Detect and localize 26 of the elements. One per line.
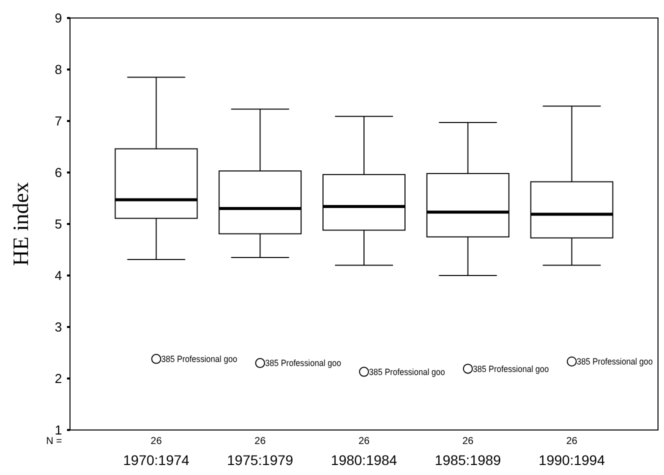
x-tick-label: 1980:1984 — [330, 452, 398, 468]
y-tick-label: 4 — [54, 268, 62, 284]
y-axis-title: HE index — [8, 182, 33, 266]
text: 26 — [566, 436, 578, 447]
text: 26 — [358, 436, 370, 447]
annotation: 385 Professional goo — [576, 356, 662, 367]
y-tick-label: 7 — [54, 114, 62, 129]
y-tick-label: 9 — [54, 10, 62, 26]
y-tick-label: 5 — [54, 216, 62, 232]
y-tick-label: 3 — [54, 320, 62, 335]
x-tick-label: 1990:1994 — [538, 452, 606, 468]
text: 26 — [462, 436, 474, 447]
y-tick-label: 6 — [54, 165, 62, 180]
annotation: 385 Professional goo — [369, 366, 454, 377]
annotation: 385 Professional goo — [161, 354, 246, 364]
x-tick-label: 1975:1979 — [227, 452, 294, 468]
x-tick-label: 1970:1974 — [123, 452, 190, 468]
x-tick-label: 1985:1989 — [434, 452, 502, 468]
annotation: 385 Professional goo — [265, 358, 350, 368]
y-tick-label: 2 — [54, 371, 62, 386]
y-tick-label: 1 — [54, 422, 62, 438]
text: 26 — [150, 436, 162, 447]
text: N = — [46, 436, 62, 447]
annotation: 385 Professional goo — [472, 364, 558, 374]
y-tick-label: 8 — [54, 62, 62, 78]
text: 26 — [254, 436, 266, 447]
